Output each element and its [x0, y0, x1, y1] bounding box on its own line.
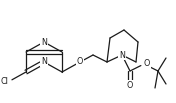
- Text: O: O: [127, 81, 133, 90]
- Text: N: N: [119, 50, 125, 60]
- Text: O: O: [77, 57, 83, 67]
- Text: N: N: [41, 57, 47, 67]
- Text: O: O: [144, 60, 150, 68]
- Text: Cl: Cl: [0, 77, 8, 87]
- Text: N: N: [41, 37, 47, 46]
